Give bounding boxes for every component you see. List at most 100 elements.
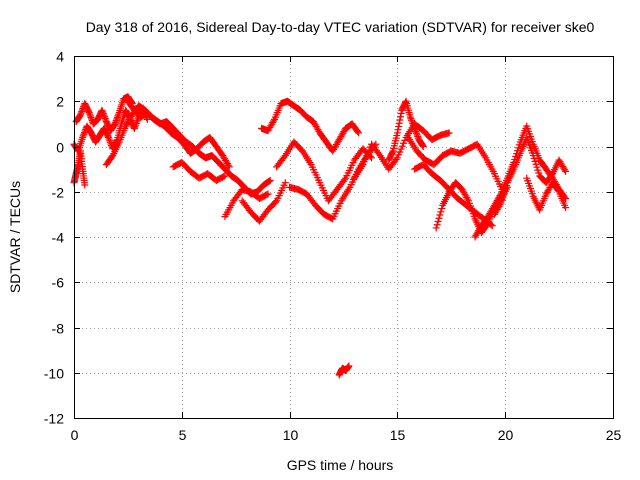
series-arc-18 (471, 122, 570, 241)
data-point (106, 137, 114, 145)
data-point (79, 133, 87, 141)
data-point (220, 173, 228, 181)
series-arc-12 (335, 362, 353, 379)
data-point (100, 111, 108, 119)
data-point (76, 111, 84, 119)
data-point (114, 112, 122, 120)
data-point (112, 117, 120, 125)
x-tick-label: 15 (390, 427, 406, 443)
data-point (221, 172, 229, 180)
data-point (438, 205, 446, 213)
data-point (395, 119, 403, 127)
series-arc-19 (490, 133, 570, 218)
data-point (554, 186, 562, 194)
y-tick-label: -2 (52, 185, 65, 201)
x-tick-label: 25 (606, 427, 622, 443)
data-point (410, 123, 418, 131)
data-point (270, 117, 278, 125)
series-arc-5 (124, 97, 274, 198)
data-point (354, 128, 362, 136)
y-axis-label: SDTVAR / TECUs (7, 181, 23, 293)
data-point (266, 176, 274, 184)
data-point (79, 132, 87, 140)
data-point (104, 133, 112, 141)
y-tick-label: -4 (52, 230, 65, 246)
data-point (464, 195, 472, 203)
data-point (88, 115, 96, 123)
chart-title: Day 318 of 2016, Sidereal Day-to-day VTE… (86, 19, 595, 35)
data-point (412, 128, 420, 136)
data-point (437, 208, 445, 216)
data-point (394, 126, 402, 134)
data-point (81, 181, 89, 189)
data-point (87, 113, 95, 121)
x-axis-label: GPS time / hours (287, 457, 394, 473)
data-point (80, 129, 88, 137)
data-point (413, 131, 421, 139)
data-point (86, 110, 94, 118)
data-point (130, 124, 138, 132)
data-point (409, 120, 417, 128)
y-tick-label: 4 (56, 49, 64, 65)
data-point (562, 204, 570, 212)
series-arc-15 (404, 133, 507, 196)
data-point (411, 124, 419, 132)
data-point (86, 112, 94, 120)
data-point (414, 132, 422, 140)
axis-ticks: -12 -10 -8 -6 -4 -2 0 2 4 0 5 10 15 20 25 (44, 49, 622, 444)
plot-frame (74, 56, 614, 419)
data-point (99, 110, 107, 118)
data-point (397, 110, 405, 118)
data-point (561, 166, 569, 174)
data-point (132, 121, 140, 129)
data-point (98, 106, 106, 114)
data-point (355, 129, 363, 137)
x-tick-label: 20 (498, 427, 514, 443)
data-points (70, 93, 570, 379)
data-point (78, 108, 86, 116)
data-point (409, 121, 417, 129)
x-tick-label: 0 (71, 427, 79, 443)
data-point (411, 126, 419, 134)
data-point (407, 115, 415, 123)
series-arc-20 (523, 174, 570, 214)
data-point (112, 118, 120, 126)
data-point (113, 115, 121, 123)
series-arc-1 (70, 147, 89, 189)
x-tick-label: 5 (179, 427, 187, 443)
data-point (445, 129, 453, 137)
data-point (85, 109, 93, 117)
data-point (406, 113, 414, 121)
data-point (132, 120, 140, 128)
series-arc-3 (72, 93, 136, 135)
data-point (133, 116, 141, 124)
data-point (263, 191, 271, 199)
data-point (393, 129, 401, 137)
data-point (419, 143, 427, 150)
y-tick-label: -10 (44, 366, 64, 382)
data-point (396, 113, 404, 121)
data-point (111, 120, 119, 128)
data-point (562, 167, 570, 175)
data-point (101, 114, 109, 122)
data-point (80, 130, 88, 138)
data-point (396, 116, 404, 124)
data-point (488, 222, 496, 230)
data-point (100, 113, 108, 121)
data-point (408, 116, 416, 124)
series-arc-7 (221, 185, 272, 221)
data-point (496, 201, 504, 209)
data-point (271, 198, 279, 206)
series-arc-8 (238, 179, 289, 225)
data-point (487, 221, 495, 229)
data-point (432, 224, 440, 232)
data-point (375, 150, 383, 158)
data-point (408, 118, 416, 126)
data-point (115, 110, 123, 118)
y-tick-label: -12 (44, 411, 64, 427)
data-point (113, 113, 121, 121)
data-point (133, 118, 141, 126)
data-point (434, 217, 442, 225)
data-point (280, 153, 288, 161)
data-point (395, 122, 403, 130)
